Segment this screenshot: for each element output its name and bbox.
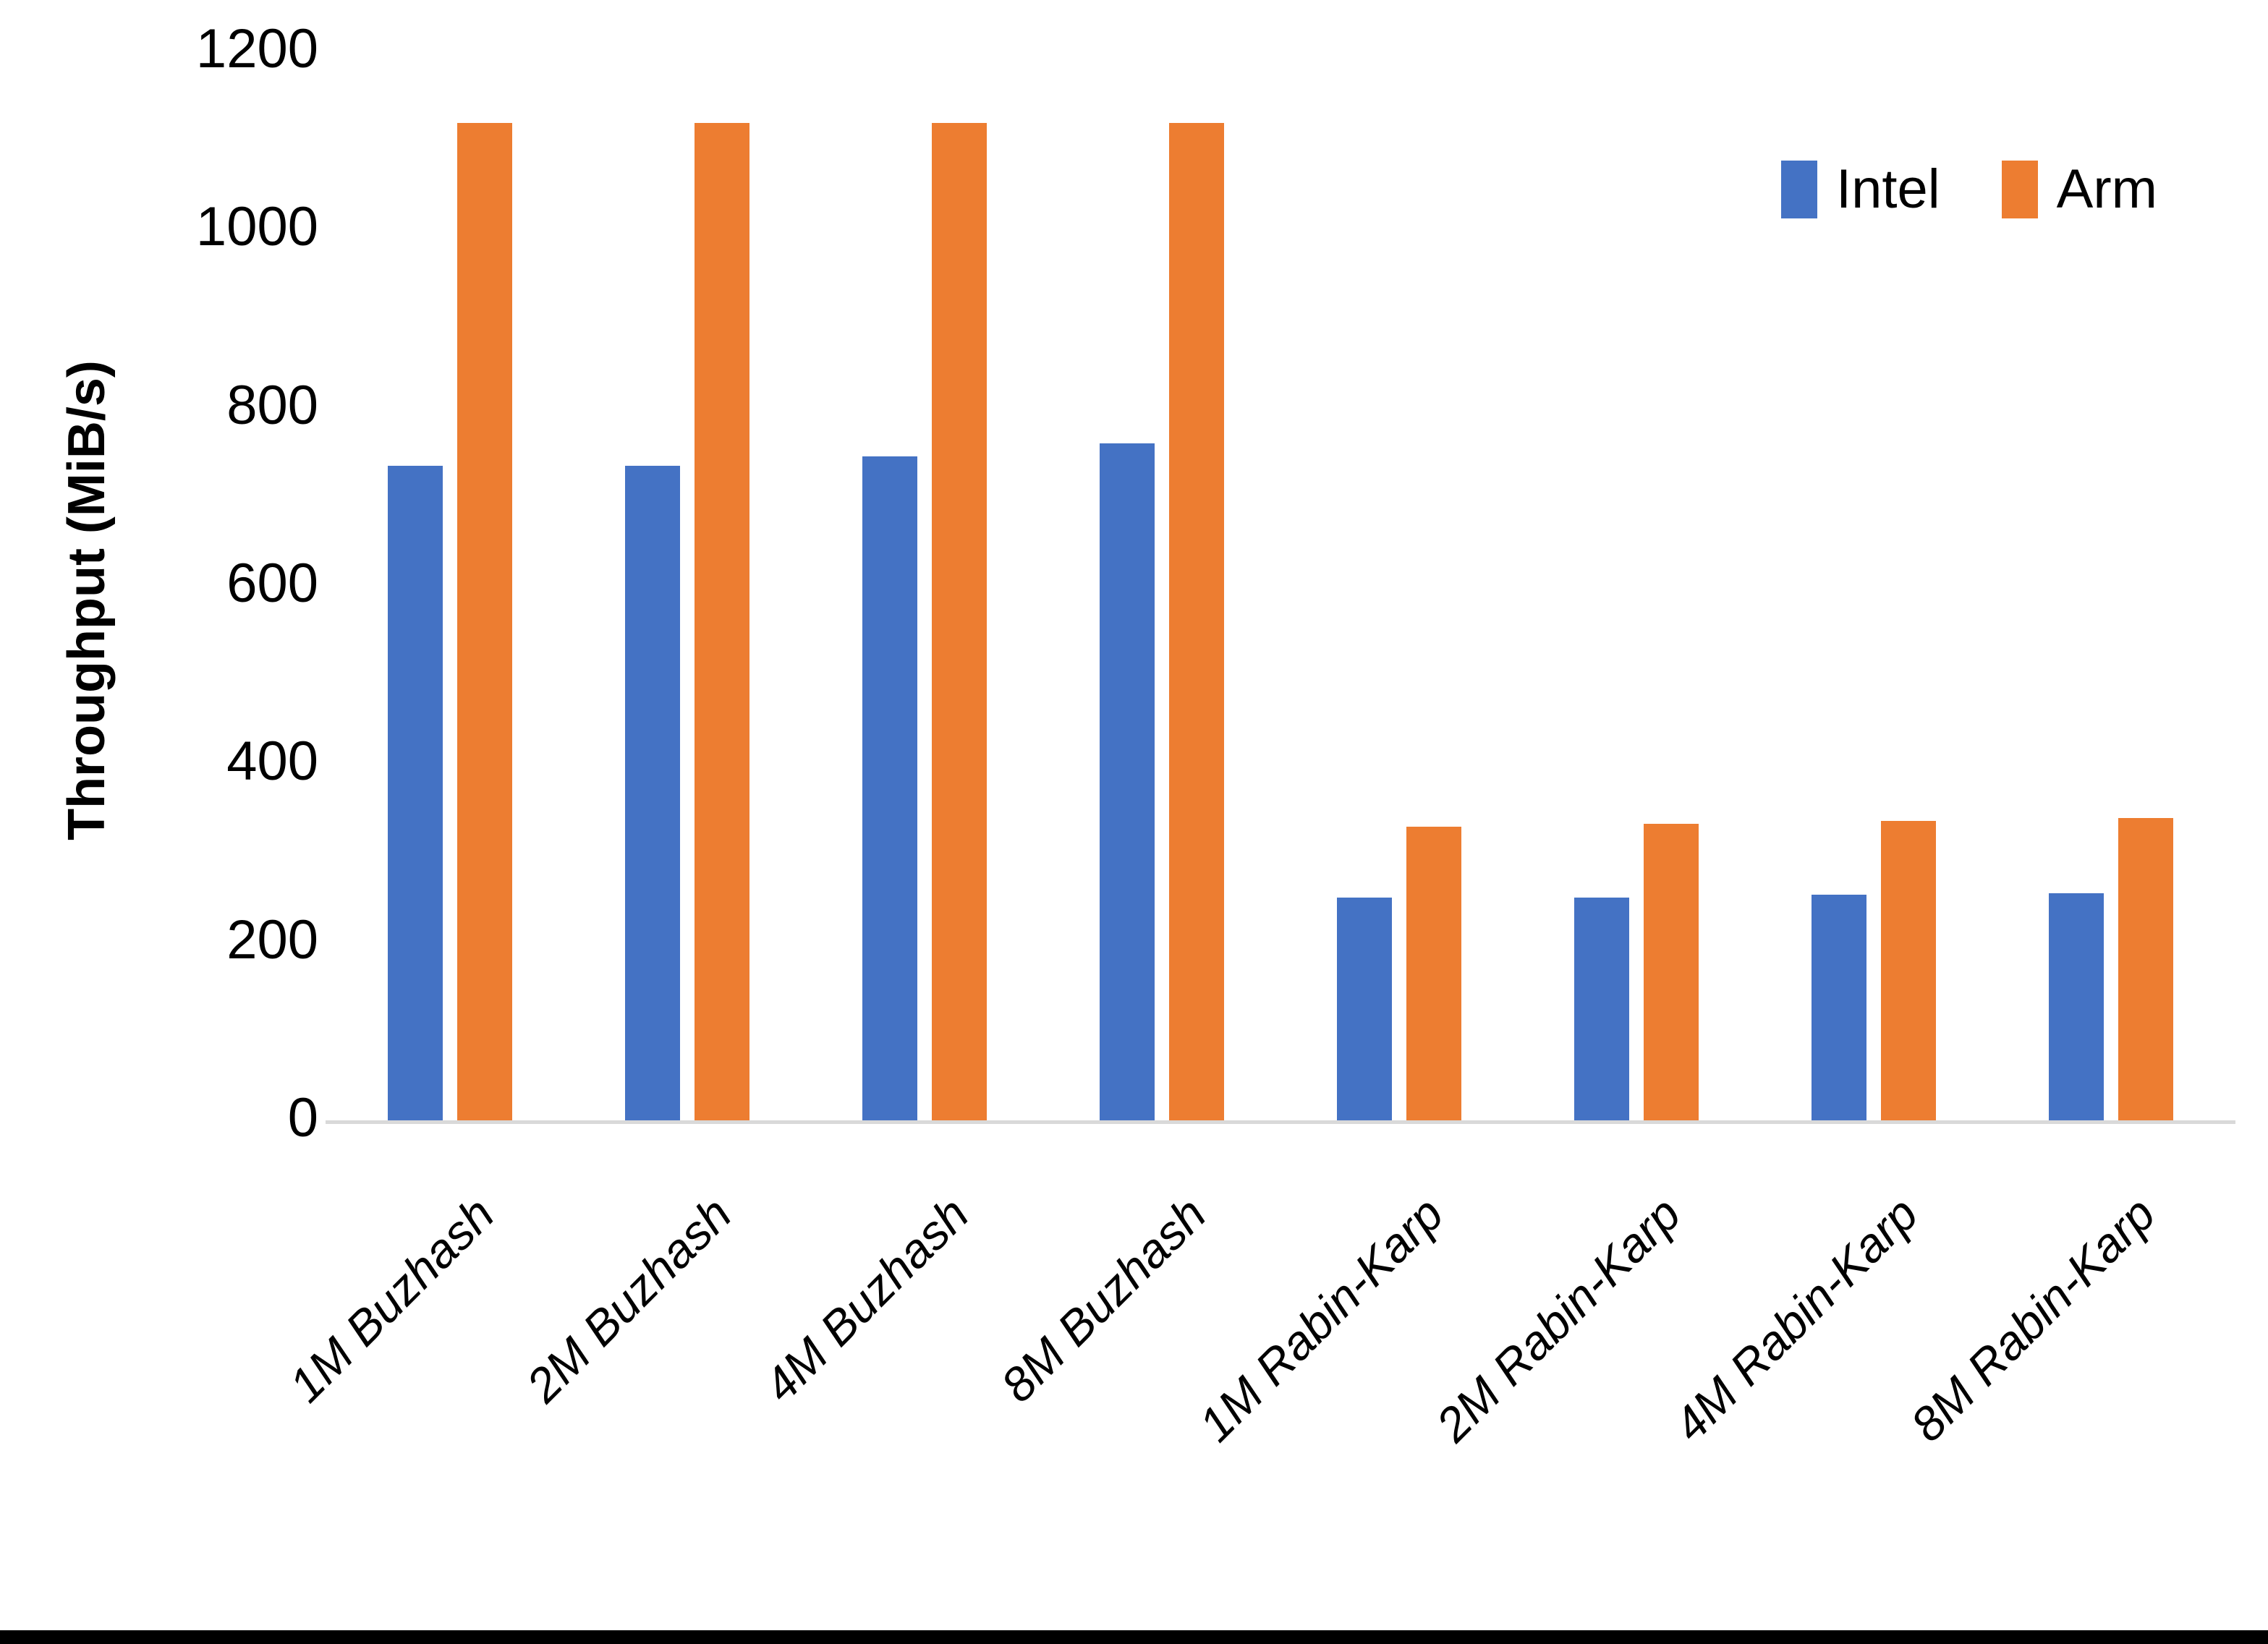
x-label-8m-rabin-karp: 8M Rabin-Karp	[1900, 1186, 2166, 1452]
x-label-1m-rabin-karp: 1M Rabin-Karp	[1188, 1186, 1454, 1452]
legend-item-intel: Intel	[1781, 158, 1940, 221]
bar-arm-4m-buzhash	[932, 122, 987, 1120]
x-label-2m-rabin-karp: 2M Rabin-Karp	[1425, 1186, 1691, 1452]
legend-label-intel: Intel	[1836, 158, 1940, 220]
legend: Intel Arm	[1781, 158, 2157, 221]
intel-series-swatch-icon	[1781, 160, 1817, 218]
bar-arm-8m-rabin-karp	[2118, 818, 2173, 1120]
bottom-border	[0, 1630, 2268, 1644]
x-label-4m-rabin-karp: 4M Rabin-Karp	[1662, 1186, 1929, 1452]
y-tick-label-0: 0	[287, 1087, 318, 1149]
bar-intel-1m-buzhash	[388, 465, 443, 1120]
bar-intel-4m-buzhash	[862, 456, 917, 1120]
y-tick-label-800: 800	[226, 374, 318, 436]
x-label-1m-buzhash: 1M Buzhash	[279, 1186, 505, 1413]
bar-intel-4m-rabin-karp	[1812, 895, 1866, 1120]
bar-intel-1m-rabin-karp	[1337, 898, 1392, 1120]
arm-series-swatch-icon	[2001, 160, 2038, 218]
bar-arm-8m-buzhash	[1169, 122, 1224, 1120]
bar-intel-8m-buzhash	[1100, 443, 1155, 1120]
bar-intel-2m-rabin-karp	[1574, 898, 1629, 1120]
x-label-2m-buzhash: 2M Buzhash	[516, 1186, 742, 1413]
bar-intel-2m-buzhash	[625, 465, 680, 1120]
y-tick-label-1000: 1000	[195, 196, 318, 258]
legend-label-arm: Arm	[2056, 158, 2157, 220]
bar-arm-4m-rabin-karp	[1881, 821, 1936, 1120]
bar-arm-2m-rabin-karp	[1644, 823, 1699, 1120]
bar-arm-1m-buzhash	[457, 122, 512, 1120]
y-tick-label-1200: 1200	[195, 18, 318, 80]
bar-arm-2m-buzhash	[695, 122, 749, 1120]
y-tick-label-200: 200	[226, 908, 318, 971]
x-axis-line	[326, 1120, 2235, 1124]
x-label-8m-buzhash: 8M Buzhash	[990, 1186, 1217, 1413]
y-tick-label-400: 400	[226, 731, 318, 793]
y-tick-label-600: 600	[226, 553, 318, 615]
x-label-4m-buzhash: 4M Buzhash	[753, 1186, 980, 1413]
bar-arm-1m-rabin-karp	[1406, 826, 1461, 1120]
legend-item-arm: Arm	[2001, 158, 2157, 221]
bar-intel-8m-rabin-karp	[2049, 893, 2104, 1120]
y-axis-title: Throughput (MiB/s)	[58, 360, 116, 840]
